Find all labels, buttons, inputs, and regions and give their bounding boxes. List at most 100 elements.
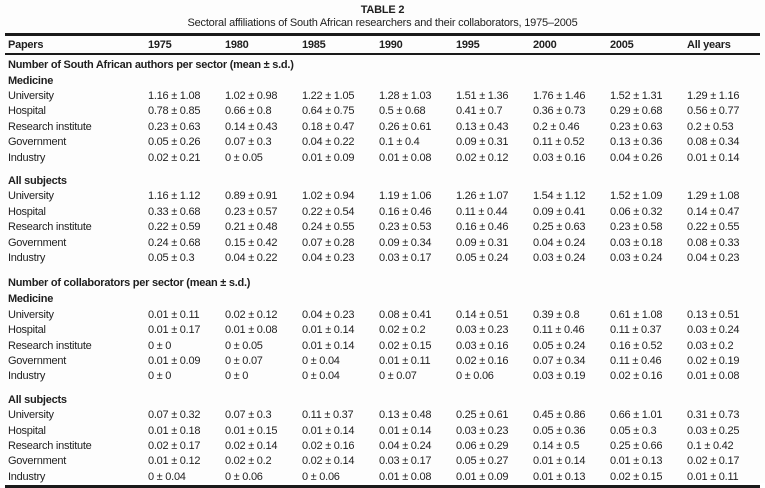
value-cell: 1.52 ± 1.31 — [610, 90, 663, 103]
value-cell: 0.01 ± 0.09 — [302, 151, 355, 164]
value-cell: 0.04 ± 0.22 — [302, 136, 355, 149]
value-cell: 0 ± 0.06 — [225, 470, 263, 483]
value-cell: 0.24 ± 0.55 — [302, 221, 355, 234]
value-cell: 0 ± 0 — [148, 370, 172, 383]
section-gap — [5, 266, 760, 274]
value-cell: 0.04 ± 0.23 — [302, 308, 355, 321]
value-cell: 1.54 ± 1.12 — [533, 190, 586, 203]
value-cell: 0.61 ± 1.08 — [610, 308, 663, 321]
value-cell: 0.02 ± 0.15 — [379, 339, 432, 352]
value-cell: 0.01 ± 0.08 — [379, 470, 432, 483]
value-cell: 0.16 ± 0.52 — [610, 339, 663, 352]
value-cell: 0.01 ± 0.11 — [379, 354, 431, 367]
value-cell: 0.07 ± 0.28 — [302, 236, 355, 249]
table-row: Research institute 0.22 ± 0.59 0.21 ± 0.48… — [5, 220, 760, 235]
value-cell: 0.03 ± 0.24 — [687, 324, 740, 337]
value-cell: 0.03 ± 0.23 — [456, 424, 509, 437]
table-row: Hospital 0.78 ± 0.85 0.66 ± 0.8 0.64 ± 0.75… — [5, 104, 760, 119]
table-subtitle: Sectoral affiliations of South African r… — [187, 17, 578, 29]
value-cell: 0.01 ± 0.13 — [533, 470, 586, 483]
table-row: University 0.01 ± 0.11 0.02 ± 0.12 0.04 ± 0… — [5, 307, 760, 322]
row-label: University — [8, 90, 54, 103]
table-row: Research institute 0.02 ± 0.17 0.02 ± 0.14… — [5, 438, 760, 453]
table-row: Research institute 0.23 ± 0.63 0.14 ± 0.43… — [5, 119, 760, 134]
value-cell: 0.11 ± 0.52 — [533, 136, 585, 149]
value-cell: 0.08 ± 0.41 — [379, 308, 432, 321]
value-cell: 0.02 ± 0.16 — [302, 439, 355, 452]
value-cell: 0.01 ± 0.15 — [225, 424, 278, 437]
value-cell: 0.14 ± 0.51 — [456, 308, 509, 321]
column-header: 2005 — [610, 38, 634, 51]
value-cell: 0.01 ± 0.09 — [456, 470, 509, 483]
value-cell: 0.22 ± 0.59 — [148, 221, 201, 234]
value-cell: 0.02 ± 0.14 — [225, 439, 278, 452]
row-label: Hospital — [8, 205, 46, 218]
value-cell: 1.28 ± 1.03 — [379, 90, 432, 103]
value-cell: 0.78 ± 0.85 — [148, 105, 201, 118]
value-cell: 0.13 ± 0.48 — [379, 409, 432, 422]
value-cell: 0.03 ± 0.16 — [456, 339, 509, 352]
value-cell: 0.01 ± 0.18 — [148, 424, 201, 437]
value-cell: 0.02 ± 0.19 — [687, 354, 740, 367]
section-gap — [5, 384, 760, 392]
value-cell: 0.01 ± 0.13 — [610, 455, 663, 468]
row-label: Industry — [8, 370, 46, 383]
value-cell: 0.18 ± 0.47 — [302, 120, 355, 133]
value-cell: 0 ± 0 — [148, 339, 172, 352]
value-cell: 0 ± 0 — [225, 370, 249, 383]
value-cell: 0.11 ± 0.37 — [610, 324, 662, 337]
value-cell: 0.02 ± 0.16 — [610, 370, 663, 383]
value-cell: 0.41 ± 0.7 — [456, 105, 503, 118]
value-cell: 0.09 ± 0.41 — [533, 205, 586, 218]
value-cell: 0.03 ± 0.24 — [533, 251, 586, 264]
value-cell: 0 ± 0.04 — [302, 354, 340, 367]
value-cell: 0 ± 0.04 — [148, 470, 186, 483]
value-cell: 0.01 ± 0.08 — [687, 370, 740, 383]
value-cell: 0.04 ± 0.23 — [302, 251, 355, 264]
value-cell: 0.01 ± 0.17 — [148, 324, 201, 337]
value-cell: 0.01 ± 0.11 — [148, 308, 200, 321]
value-cell: 0.02 ± 0.2 — [225, 455, 272, 468]
value-cell: 0.1 ± 0.42 — [687, 439, 734, 452]
value-cell: 0.04 ± 0.24 — [379, 439, 432, 452]
value-cell: 0.22 ± 0.55 — [687, 221, 740, 234]
value-cell: 1.51 ± 1.36 — [456, 90, 509, 103]
row-label: Government — [8, 354, 67, 367]
value-cell: 0.23 ± 0.63 — [148, 120, 201, 133]
value-cell: 1.29 ± 1.08 — [687, 190, 740, 203]
value-cell: 0.25 ± 0.61 — [456, 409, 509, 422]
value-cell: 0 ± 0.06 — [302, 470, 340, 483]
column-header: 1975 — [148, 38, 172, 51]
value-cell: 1.02 ± 0.98 — [225, 90, 278, 103]
row-label: Government — [8, 136, 67, 149]
value-cell: 1.22 ± 1.05 — [302, 90, 355, 103]
value-cell: 0.16 ± 0.46 — [379, 205, 432, 218]
value-cell: 0.03 ± 0.19 — [533, 370, 586, 383]
column-header: 1990 — [379, 38, 403, 51]
value-cell: 0.03 ± 0.23 — [456, 324, 509, 337]
value-cell: 0.04 ± 0.26 — [610, 151, 663, 164]
value-cell: 0.04 ± 0.24 — [533, 236, 586, 249]
value-cell: 0.03 ± 0.25 — [687, 424, 740, 437]
value-cell: 0.01 ± 0.14 — [379, 424, 432, 437]
value-cell: 1.26 ± 1.07 — [456, 190, 509, 203]
value-cell: 0.23 ± 0.63 — [610, 120, 663, 133]
value-cell: 0.01 ± 0.08 — [225, 324, 278, 337]
value-cell: 1.16 ± 1.12 — [148, 190, 201, 203]
value-cell: 0.45 ± 0.86 — [533, 409, 586, 422]
group-header: All subjects — [8, 393, 67, 406]
value-cell: 0.11 ± 0.37 — [302, 409, 354, 422]
value-cell: 0.01 ± 0.08 — [379, 151, 432, 164]
table-row: Hospital 0.01 ± 0.18 0.01 ± 0.15 0.01 ± 0.1… — [5, 423, 760, 438]
value-cell: 1.16 ± 1.08 — [148, 90, 201, 103]
value-cell: 0.13 ± 0.36 — [610, 136, 663, 149]
value-cell: 0 ± 0.06 — [456, 370, 494, 383]
row-label: University — [8, 190, 54, 203]
value-cell: 1.29 ± 1.16 — [687, 90, 740, 103]
row-label: Hospital — [8, 105, 46, 118]
value-cell: 0 ± 0.05 — [225, 339, 263, 352]
value-cell: 0.05 ± 0.24 — [533, 339, 586, 352]
column-header: 1995 — [456, 38, 480, 51]
value-cell: 0.64 ± 0.75 — [302, 105, 355, 118]
data-table: Papers 1975 1980 1985 1990 1995 2000 2005 All ye… — [5, 36, 760, 488]
